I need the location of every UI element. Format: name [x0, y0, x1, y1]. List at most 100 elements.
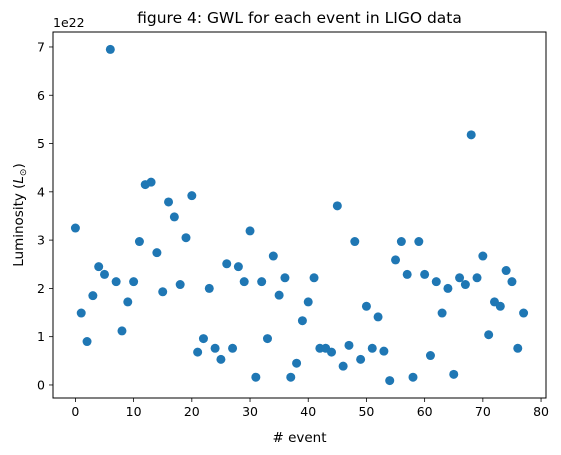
data-point [310, 273, 319, 282]
data-point [379, 347, 388, 356]
data-point [100, 270, 109, 279]
y-tick-label: 5 [37, 136, 45, 151]
data-point [170, 212, 179, 221]
data-point [135, 237, 144, 246]
data-point [112, 277, 121, 286]
y-tick-label: 0 [37, 377, 45, 392]
data-point [240, 277, 249, 286]
data-point [409, 373, 418, 382]
data-point [234, 262, 243, 271]
data-point [94, 262, 103, 271]
y-axis-label-sub: ⊙ [19, 169, 29, 177]
data-point [88, 291, 97, 300]
data-point [513, 344, 522, 353]
data-point [187, 191, 196, 200]
x-tick-label: 80 [533, 404, 549, 419]
data-point [106, 45, 115, 54]
data-point [339, 362, 348, 371]
data-point [374, 312, 383, 321]
data-point [507, 277, 516, 286]
data-point [467, 130, 476, 139]
data-points [71, 45, 528, 385]
y-offset-label: 1e22 [53, 15, 85, 30]
data-point [216, 355, 225, 364]
data-point [344, 341, 353, 350]
data-point [275, 291, 284, 300]
y-axis-label-close: ) [11, 163, 27, 168]
y-tick-label: 4 [37, 184, 45, 199]
data-point [193, 348, 202, 357]
y-tick-label: 1 [37, 329, 45, 344]
data-point [356, 355, 365, 364]
y-tick-label: 6 [37, 88, 45, 103]
data-point [496, 302, 505, 311]
data-point [420, 270, 429, 279]
data-point [484, 330, 493, 339]
data-point [246, 226, 255, 235]
plot-area: 0 10 20 30 40 50 60 70 80 0 1 2 3 4 5 6 7 [37, 32, 549, 419]
data-point [181, 233, 190, 242]
y-tick-label: 2 [37, 281, 45, 296]
y-axis-label-main: Luminosity ( [11, 184, 27, 267]
data-point [152, 248, 161, 257]
data-point [368, 344, 377, 353]
data-point [443, 284, 452, 293]
data-point [147, 178, 156, 187]
data-point [158, 287, 167, 296]
data-point [449, 370, 458, 379]
x-tick-label: 50 [358, 404, 374, 419]
y-axis: 0 1 2 3 4 5 6 7 [37, 39, 53, 392]
data-point [164, 197, 173, 206]
chart-title: figure 4: GWL for each event in LIGO dat… [137, 9, 462, 27]
x-tick-label: 20 [184, 404, 200, 419]
data-point [391, 255, 400, 264]
axes-frame [53, 32, 546, 398]
data-point [333, 201, 342, 210]
data-point [71, 224, 80, 233]
data-point [350, 237, 359, 246]
data-point [269, 252, 278, 261]
data-point [199, 334, 208, 343]
y-axis-label: Luminosity (L⊙) [11, 163, 29, 267]
data-point [327, 348, 336, 357]
data-point [292, 359, 301, 368]
data-point [83, 337, 92, 346]
y-tick-label: 7 [37, 39, 45, 54]
data-point [211, 344, 220, 353]
data-point [176, 280, 185, 289]
x-tick-label: 60 [417, 404, 433, 419]
data-point [426, 351, 435, 360]
x-tick-label: 30 [242, 404, 258, 419]
data-point [414, 237, 423, 246]
data-point [205, 284, 214, 293]
x-axis: 0 10 20 30 40 50 60 70 80 [71, 398, 549, 419]
x-tick-label: 40 [300, 404, 316, 419]
x-tick-label: 0 [71, 404, 79, 419]
data-point [438, 309, 447, 318]
data-point [129, 277, 138, 286]
data-point [280, 273, 289, 282]
data-point [286, 373, 295, 382]
data-point [222, 259, 231, 268]
data-point [257, 277, 266, 286]
y-tick-label: 3 [37, 233, 45, 248]
data-point [403, 270, 412, 279]
data-point [117, 326, 126, 335]
data-point [502, 266, 511, 275]
data-point [461, 280, 470, 289]
data-point [385, 376, 394, 385]
data-point [478, 252, 487, 261]
data-point [123, 297, 132, 306]
data-point [432, 277, 441, 286]
x-tick-label: 70 [475, 404, 491, 419]
data-point [362, 302, 371, 311]
data-point [263, 334, 272, 343]
data-point [298, 316, 307, 325]
data-point [519, 309, 528, 318]
data-point [397, 237, 406, 246]
data-point [251, 373, 260, 382]
data-point [304, 297, 313, 306]
y-axis-label-symbol: L [11, 176, 27, 184]
x-tick-label: 10 [126, 404, 142, 419]
